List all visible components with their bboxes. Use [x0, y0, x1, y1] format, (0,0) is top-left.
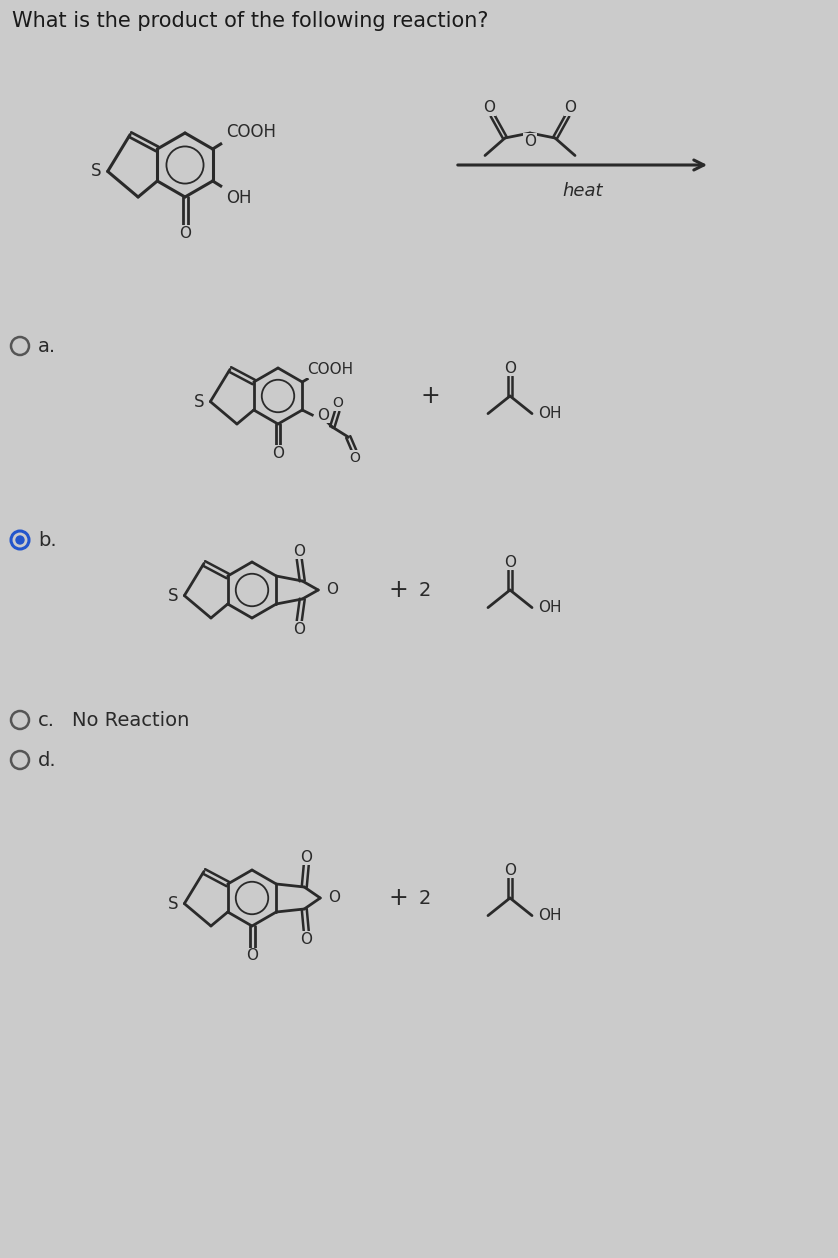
Text: 2: 2 [419, 580, 432, 600]
Text: heat: heat [562, 182, 603, 200]
Text: OH: OH [225, 189, 251, 208]
Text: c.: c. [38, 711, 55, 730]
Text: +: + [388, 577, 408, 603]
Text: O: O [332, 396, 343, 410]
Text: d.: d. [38, 751, 57, 770]
Text: O: O [349, 452, 360, 465]
Text: COOH: COOH [225, 123, 276, 141]
Text: b.: b. [38, 531, 57, 550]
Text: S: S [194, 392, 204, 410]
Text: O: O [328, 891, 340, 906]
Text: a.: a. [38, 336, 56, 356]
Text: S: S [168, 894, 178, 912]
Text: +: + [420, 384, 440, 408]
Text: O: O [246, 949, 258, 964]
Text: O: O [300, 931, 313, 946]
Circle shape [15, 536, 24, 545]
Text: No Reaction: No Reaction [72, 711, 189, 730]
Text: 2: 2 [419, 888, 432, 907]
Text: O: O [326, 582, 339, 598]
Text: What is the product of the following reaction?: What is the product of the following rea… [12, 11, 489, 31]
Text: O: O [504, 555, 516, 570]
Text: O: O [504, 863, 516, 878]
Text: O: O [293, 543, 305, 559]
Text: S: S [168, 586, 178, 605]
Text: O: O [293, 621, 305, 637]
Text: COOH: COOH [308, 362, 354, 377]
Text: O: O [179, 225, 191, 240]
Text: O: O [318, 408, 329, 423]
Text: +: + [388, 886, 408, 910]
Text: O: O [565, 99, 577, 114]
Text: OH: OH [538, 908, 561, 923]
Text: OH: OH [538, 406, 561, 421]
Text: O: O [484, 99, 495, 114]
Text: O: O [524, 133, 536, 148]
Text: O: O [272, 445, 284, 460]
Text: S: S [91, 162, 101, 180]
Text: O: O [300, 849, 313, 864]
Text: OH: OH [538, 600, 561, 615]
Text: O: O [504, 361, 516, 376]
